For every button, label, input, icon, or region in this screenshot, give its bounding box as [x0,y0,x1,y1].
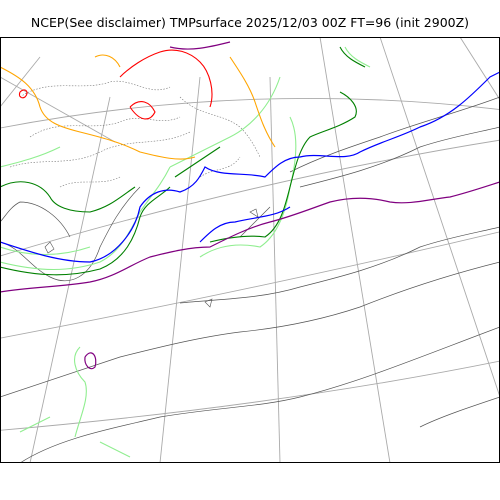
contours-orange [0,54,276,160]
contours-green [0,46,366,276]
map-title: NCEP(See disclaimer) TMPsurface 2025/12/… [30,15,470,30]
contours-blue [0,71,500,263]
contours-gray [0,96,500,463]
contours-red [18,49,213,120]
contours-dotted [9,80,261,188]
map-frame [0,37,500,463]
contours-purple [0,41,500,370]
contours-light-green [0,46,371,458]
temperature-contour-map [0,37,500,463]
contours-small-features [44,208,259,308]
